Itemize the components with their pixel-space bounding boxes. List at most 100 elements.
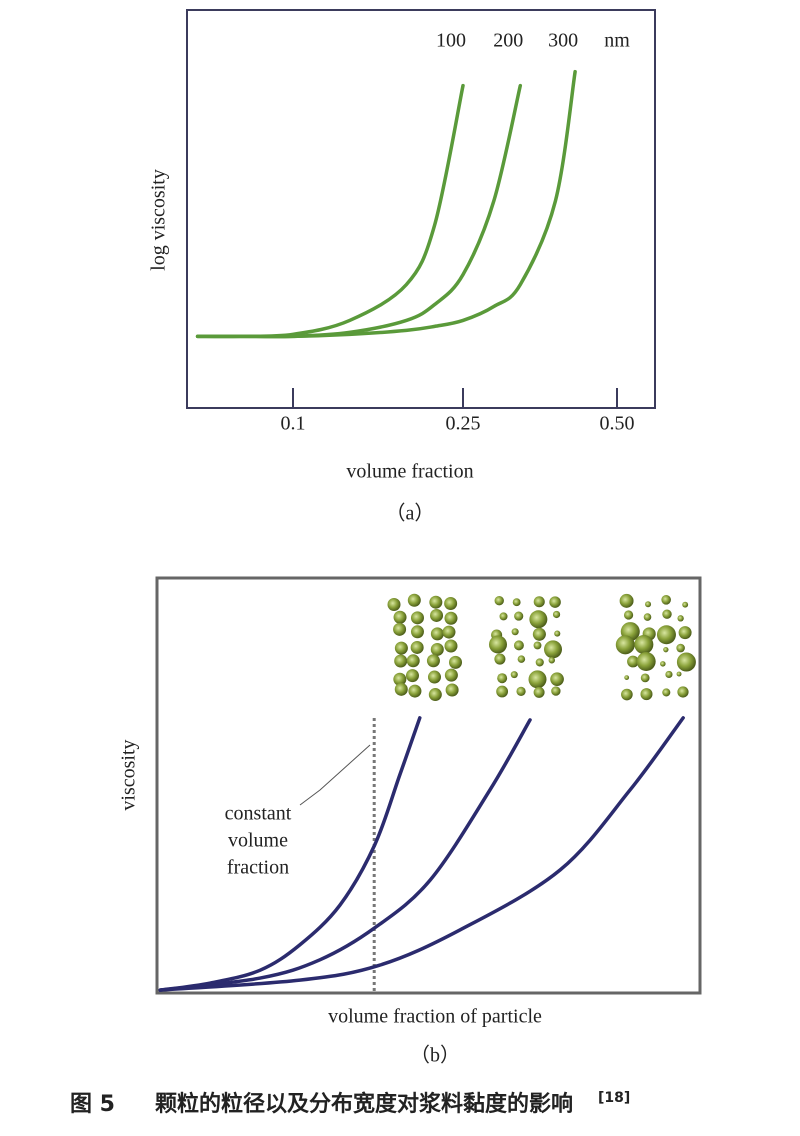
particle <box>513 640 524 651</box>
particle <box>677 615 684 622</box>
particle <box>430 608 444 622</box>
chart-b: viscosity volume fraction of particle （b… <box>118 576 702 1067</box>
particle <box>405 669 419 683</box>
particle <box>623 610 634 620</box>
particle <box>532 627 546 641</box>
particle <box>549 596 561 608</box>
particle <box>660 661 666 667</box>
annotation: volume <box>228 830 288 852</box>
y-axis-label: log viscosity <box>148 169 170 271</box>
particle <box>428 688 442 702</box>
particle <box>528 670 547 689</box>
particle <box>442 625 456 639</box>
particle <box>448 655 462 669</box>
particle <box>663 647 669 653</box>
line-series <box>195 69 577 339</box>
particle <box>430 627 444 641</box>
particle <box>662 609 672 619</box>
particle <box>387 598 401 612</box>
line-series <box>158 718 532 992</box>
particle <box>552 610 561 619</box>
particle <box>619 593 634 608</box>
particle <box>533 686 545 698</box>
particle <box>394 682 408 696</box>
particle <box>511 628 519 636</box>
particle <box>496 685 509 698</box>
panel-label: （a） <box>386 502 435 525</box>
particle <box>640 673 650 683</box>
particle <box>430 642 444 656</box>
line-series <box>195 83 465 339</box>
x-axis-label: volume fraction <box>346 461 473 483</box>
particle <box>678 626 692 640</box>
particle <box>665 670 673 679</box>
particle <box>444 639 458 653</box>
particle <box>533 641 542 650</box>
figure-caption: 图 5 颗粒的粒径以及分布宽度对浆料黏度的影响 [18] <box>70 1090 630 1117</box>
particle <box>643 613 652 621</box>
particle <box>624 675 630 681</box>
particle <box>636 651 656 671</box>
particle <box>517 655 526 663</box>
particle <box>554 630 561 637</box>
particle <box>645 601 652 608</box>
particle <box>426 654 440 668</box>
line-series <box>158 716 685 992</box>
line-series <box>195 83 523 339</box>
annotation: constant <box>225 803 292 825</box>
series-label: 200 <box>493 30 523 52</box>
particle <box>408 684 422 698</box>
x-tick-label: 0.50 <box>600 413 635 435</box>
particle <box>682 601 689 608</box>
particle <box>394 654 408 668</box>
x-tick-label: 0.25 <box>446 413 481 435</box>
reference: [18] <box>598 1090 630 1106</box>
particle <box>627 655 639 668</box>
line-series <box>158 716 422 992</box>
particle <box>444 668 458 682</box>
particle <box>410 611 424 625</box>
x-tick-label: 0.1 <box>281 413 306 435</box>
annotation: fraction <box>227 857 289 879</box>
particle <box>529 610 548 629</box>
particle <box>543 640 562 659</box>
plot-frame <box>186 9 656 409</box>
particle <box>444 597 458 611</box>
particle <box>410 640 424 654</box>
chart-a: log viscosity volume fraction （a） 0.1 0.2… <box>148 9 656 525</box>
particle <box>656 625 676 645</box>
particle <box>676 652 696 672</box>
particle <box>550 672 564 686</box>
particle <box>676 671 682 677</box>
plot-frame <box>155 576 702 995</box>
particle <box>533 596 545 608</box>
particle <box>494 596 504 606</box>
particle <box>621 688 633 701</box>
callout-line <box>299 744 371 806</box>
particle <box>445 683 459 697</box>
panel-label: （b） <box>410 1044 460 1067</box>
particle <box>676 643 685 653</box>
particle <box>512 598 521 607</box>
particle <box>615 635 635 655</box>
particle <box>394 641 408 655</box>
particle <box>427 670 441 684</box>
particle <box>393 672 407 686</box>
particle <box>551 686 561 696</box>
particle <box>444 611 458 625</box>
particle <box>497 673 508 684</box>
x-axis-label: volume fraction of particle <box>328 1006 542 1028</box>
particle <box>410 625 424 639</box>
particle <box>514 611 524 621</box>
particle <box>677 686 689 698</box>
figure-title: 颗粒的粒径以及分布宽度对浆料黏度的影响 <box>155 1091 573 1117</box>
series-label: 100 <box>436 30 466 52</box>
particle <box>640 688 653 701</box>
particle <box>634 635 654 655</box>
particle <box>510 671 518 679</box>
particle <box>548 657 555 664</box>
particle <box>429 595 443 609</box>
figure-number: 图 5 <box>70 1092 115 1117</box>
